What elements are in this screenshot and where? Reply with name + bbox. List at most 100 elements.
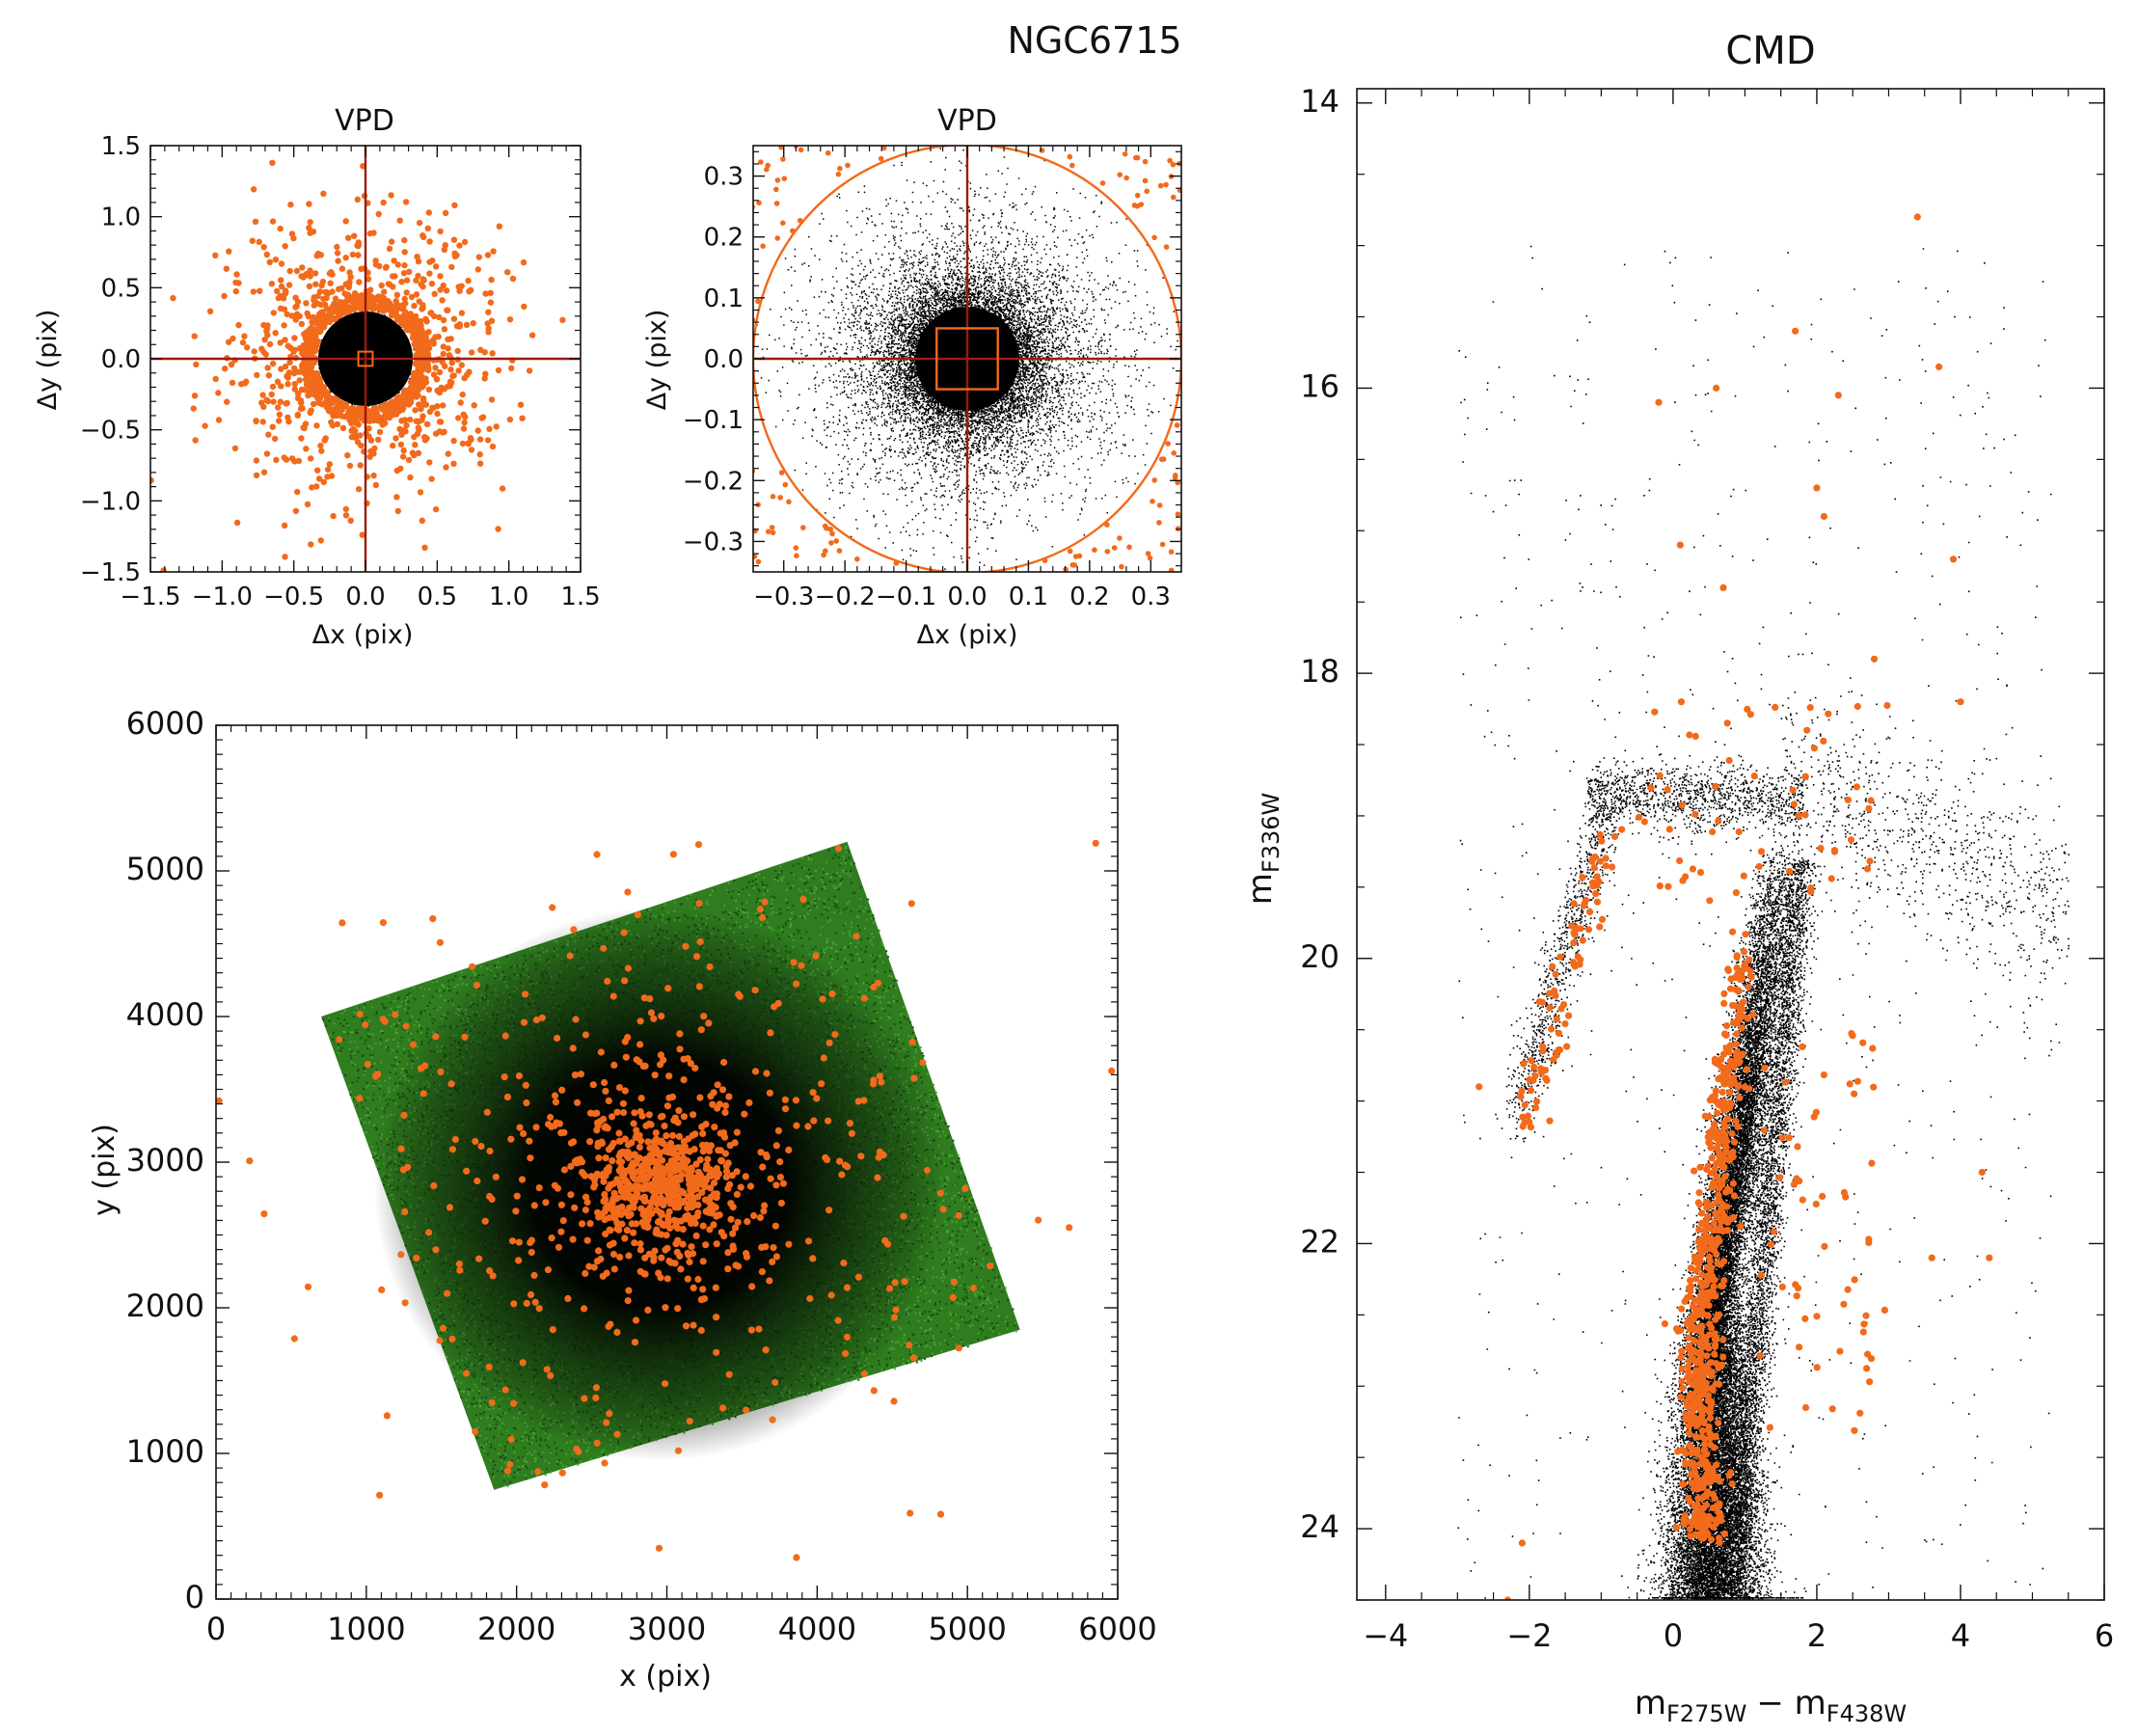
cmd-series-orange-point	[1705, 1264, 1713, 1272]
vpd-wide-series-orange-point	[302, 376, 310, 383]
vpd-wide-series-orange-point	[366, 453, 373, 460]
xy-map-series-orange-point	[645, 1159, 653, 1167]
vpd-wide-series-orange-point	[356, 305, 364, 312]
vpd-wide-series-orange-point	[394, 261, 401, 268]
cmd-series-orange-point	[1703, 1464, 1711, 1472]
points-layer	[150, 146, 2070, 1600]
vpd-wide-series-orange-point	[426, 270, 433, 277]
cmd-series-orange-point	[1863, 865, 1872, 873]
cmd-series-orange-point	[1725, 1156, 1734, 1164]
vpd-zoom-ytick-label: 0.2	[704, 224, 744, 253]
xy-map-series-orange-point	[825, 1207, 833, 1214]
vpd-wide-series-orange-point	[440, 282, 447, 289]
xy-map-series-orange-point	[737, 1183, 744, 1191]
vpd-wide-series-orange-point	[241, 380, 249, 387]
xy-map-series-orange-point	[680, 1055, 688, 1063]
cmd-series-orange-point	[1517, 1093, 1525, 1100]
xy-map-series-orange-point	[707, 1184, 715, 1192]
xy-map-series-orange-point	[636, 1240, 644, 1248]
xy-map-series-orange-point	[771, 1003, 778, 1011]
xy-map-series-orange-point	[636, 1041, 644, 1048]
vpd-wide-series-orange-point	[347, 517, 354, 524]
xy-map-ytick-label: 0	[185, 1579, 204, 1615]
vpd-wide-series-orange-point	[303, 381, 311, 388]
cmd-series-orange-point	[1801, 1315, 1809, 1322]
cmd-series-orange-point	[1710, 1476, 1718, 1483]
xy-map-series-orange-point	[290, 1335, 298, 1343]
vpd-wide-series-orange-point	[306, 388, 312, 395]
vpd-wide-series-orange-point	[436, 313, 443, 321]
cmd-series-orange-point	[1661, 1320, 1668, 1328]
xy-map-series-orange-point	[658, 1176, 665, 1183]
xy-map-series-orange-point	[551, 1092, 559, 1099]
xy-map-series-orange-point	[777, 1199, 786, 1207]
vpd-wide-series-orange-point	[332, 301, 338, 308]
vpd-wide-series-orange-point	[423, 420, 431, 427]
cmd-series-orange-point	[1793, 1292, 1800, 1300]
vpd-wide-series-orange-point	[313, 253, 320, 259]
cmd-series-orange-point	[1552, 991, 1559, 999]
vpd-wide-series-orange-point	[390, 442, 396, 449]
vpd-wide-series-orange-point	[445, 383, 451, 390]
vpd-wide-series-orange-point	[526, 367, 533, 374]
cmd-series-orange-point	[1528, 1057, 1535, 1065]
xy-map-series-orange-point	[574, 1099, 582, 1106]
xy-map-series-orange-point	[535, 1184, 543, 1192]
cmd-series-orange-point	[1739, 1050, 1746, 1058]
cmd-series-orange-point	[1712, 1380, 1719, 1388]
vpd-wide-series-orange-point	[493, 423, 500, 430]
cmd-series-orange-point	[1691, 1433, 1700, 1441]
vpd-wide-series-orange-point	[342, 512, 350, 519]
xy-map-series-orange-point	[601, 1459, 609, 1467]
xy-map-series-orange-point	[718, 1086, 727, 1094]
vpd-wide-series-orange-point	[488, 396, 496, 403]
vpd-zoom-series-orange-point	[821, 552, 826, 558]
xy-map-series-orange-point	[472, 1427, 479, 1436]
cmd-xtick-label: 2	[1807, 1617, 1827, 1654]
cmd-series-orange-point	[1706, 1440, 1715, 1449]
xy-map-xtick-label: 4000	[778, 1611, 856, 1647]
cmd-series-orange-point	[1548, 1025, 1556, 1033]
xy-map-series-orange-point	[721, 1101, 730, 1110]
xy-map-series-orange-point	[818, 1080, 825, 1088]
xy-map-series-orange-point	[515, 1072, 524, 1080]
cmd-series-orange-point	[1750, 773, 1758, 780]
cmd-series-orange-point	[1704, 1488, 1712, 1496]
cmd-series-orange-point	[1733, 1030, 1741, 1038]
cmd-series-orange-point	[1986, 1254, 1993, 1261]
xy-map-series-orange-point	[528, 1248, 535, 1257]
xy-map-series-orange-point	[477, 1142, 485, 1151]
xy-map-series-orange-point	[624, 964, 633, 972]
vpd-zoom-series-orange-point	[1126, 544, 1132, 551]
vpd-wide-series-orange-point	[403, 289, 410, 296]
xy-map-series-orange-point	[722, 1162, 730, 1170]
vpd-wide-series-orange-point	[250, 186, 257, 193]
xy-map-series-orange-point	[688, 1167, 695, 1175]
xy-map-series-orange-point	[878, 1078, 885, 1086]
cmd-series-orange-point	[1821, 1242, 1828, 1250]
cmd-series-orange-point	[1740, 872, 1747, 880]
xy-map-series-orange-point	[771, 1222, 780, 1230]
xy-map-series-orange-point	[554, 1184, 562, 1192]
xy-map-series-orange-point	[848, 1129, 856, 1137]
xy-map-series-orange-point	[679, 1226, 687, 1234]
xy-map-series-orange-point	[667, 1146, 675, 1153]
xy-map-series-orange-point	[516, 1124, 524, 1131]
vpd-wide-series-orange-point	[296, 377, 303, 384]
xy-map-series-orange-point	[601, 1124, 609, 1131]
vpd-wide-series-orange-point	[441, 326, 448, 333]
cmd-series-orange-point	[1735, 827, 1743, 836]
vpd-wide-series-orange-point	[448, 263, 455, 271]
cmd-series-orange-point	[1768, 1240, 1775, 1248]
vpd-wide-series-orange-point	[457, 399, 464, 406]
cmd-series-orange-point	[1735, 1094, 1744, 1101]
xy-map-series-orange-point	[812, 952, 820, 960]
xy-map-series-orange-point	[425, 1229, 433, 1236]
xy-map-series-orange-point	[645, 1111, 653, 1119]
xy-map-series-orange-point	[526, 1137, 533, 1145]
vpd-wide-series-orange-point	[264, 332, 271, 339]
xy-map-series-orange-point	[559, 1217, 567, 1225]
vpd-wide-series-orange-point	[190, 405, 197, 412]
xy-map-series-orange-point	[421, 1062, 429, 1070]
vpd-wide-series-orange-point	[282, 363, 289, 370]
